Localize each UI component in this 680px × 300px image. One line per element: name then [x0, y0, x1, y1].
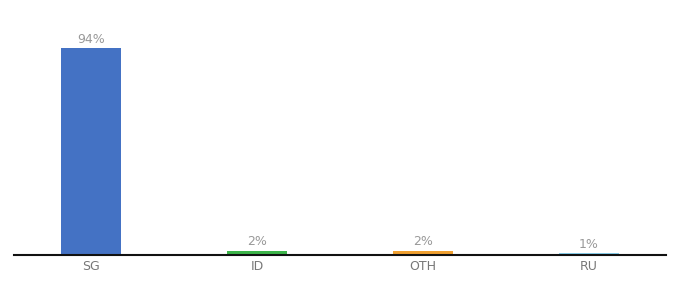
Bar	[558, 253, 619, 255]
Text: 2%: 2%	[247, 236, 267, 248]
Bar	[61, 48, 122, 255]
Text: 1%: 1%	[579, 238, 599, 250]
Text: 94%: 94%	[77, 33, 105, 46]
Text: 2%: 2%	[413, 236, 433, 248]
Bar	[392, 250, 454, 255]
Bar	[226, 250, 288, 255]
